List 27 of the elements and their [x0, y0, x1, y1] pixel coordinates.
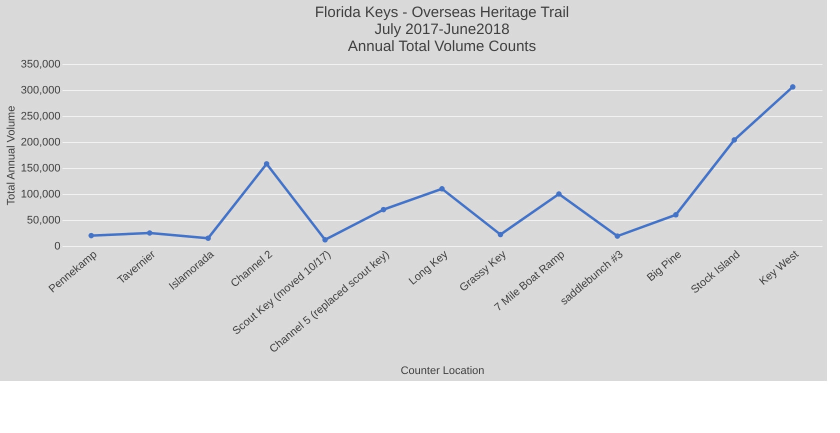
point — [322, 237, 328, 242]
point — [88, 232, 94, 238]
point — [732, 137, 738, 143]
y-tick-label: 300,000 — [20, 84, 60, 96]
y-tick-label: 150,000 — [20, 162, 60, 174]
y-tick-label: 50,000 — [26, 214, 60, 226]
point — [439, 186, 445, 192]
x-tick-label: Big Pine — [644, 248, 684, 284]
point — [556, 191, 562, 197]
text: July 2017-June2018 — [374, 21, 510, 38]
point — [790, 84, 796, 90]
y-axis-title: Total Annual Volume — [6, 106, 18, 206]
point — [614, 233, 620, 239]
x-axis-title: Counter Location — [400, 364, 484, 377]
point — [673, 212, 679, 218]
y-tick-label: 100,000 — [20, 188, 60, 200]
point — [146, 230, 152, 236]
y-tick-label: 200,000 — [20, 136, 60, 148]
point — [264, 161, 270, 167]
text: Florida Keys - Overseas Heritage Trail — [314, 4, 570, 21]
y-tick-label: 0 — [54, 240, 60, 252]
text: Annual Total Volume Counts — [348, 38, 536, 55]
y-tick-label: 250,000 — [20, 110, 60, 122]
point — [205, 235, 211, 241]
y-tick-label: 350,000 — [20, 58, 60, 70]
point — [498, 232, 504, 238]
point — [380, 206, 386, 212]
